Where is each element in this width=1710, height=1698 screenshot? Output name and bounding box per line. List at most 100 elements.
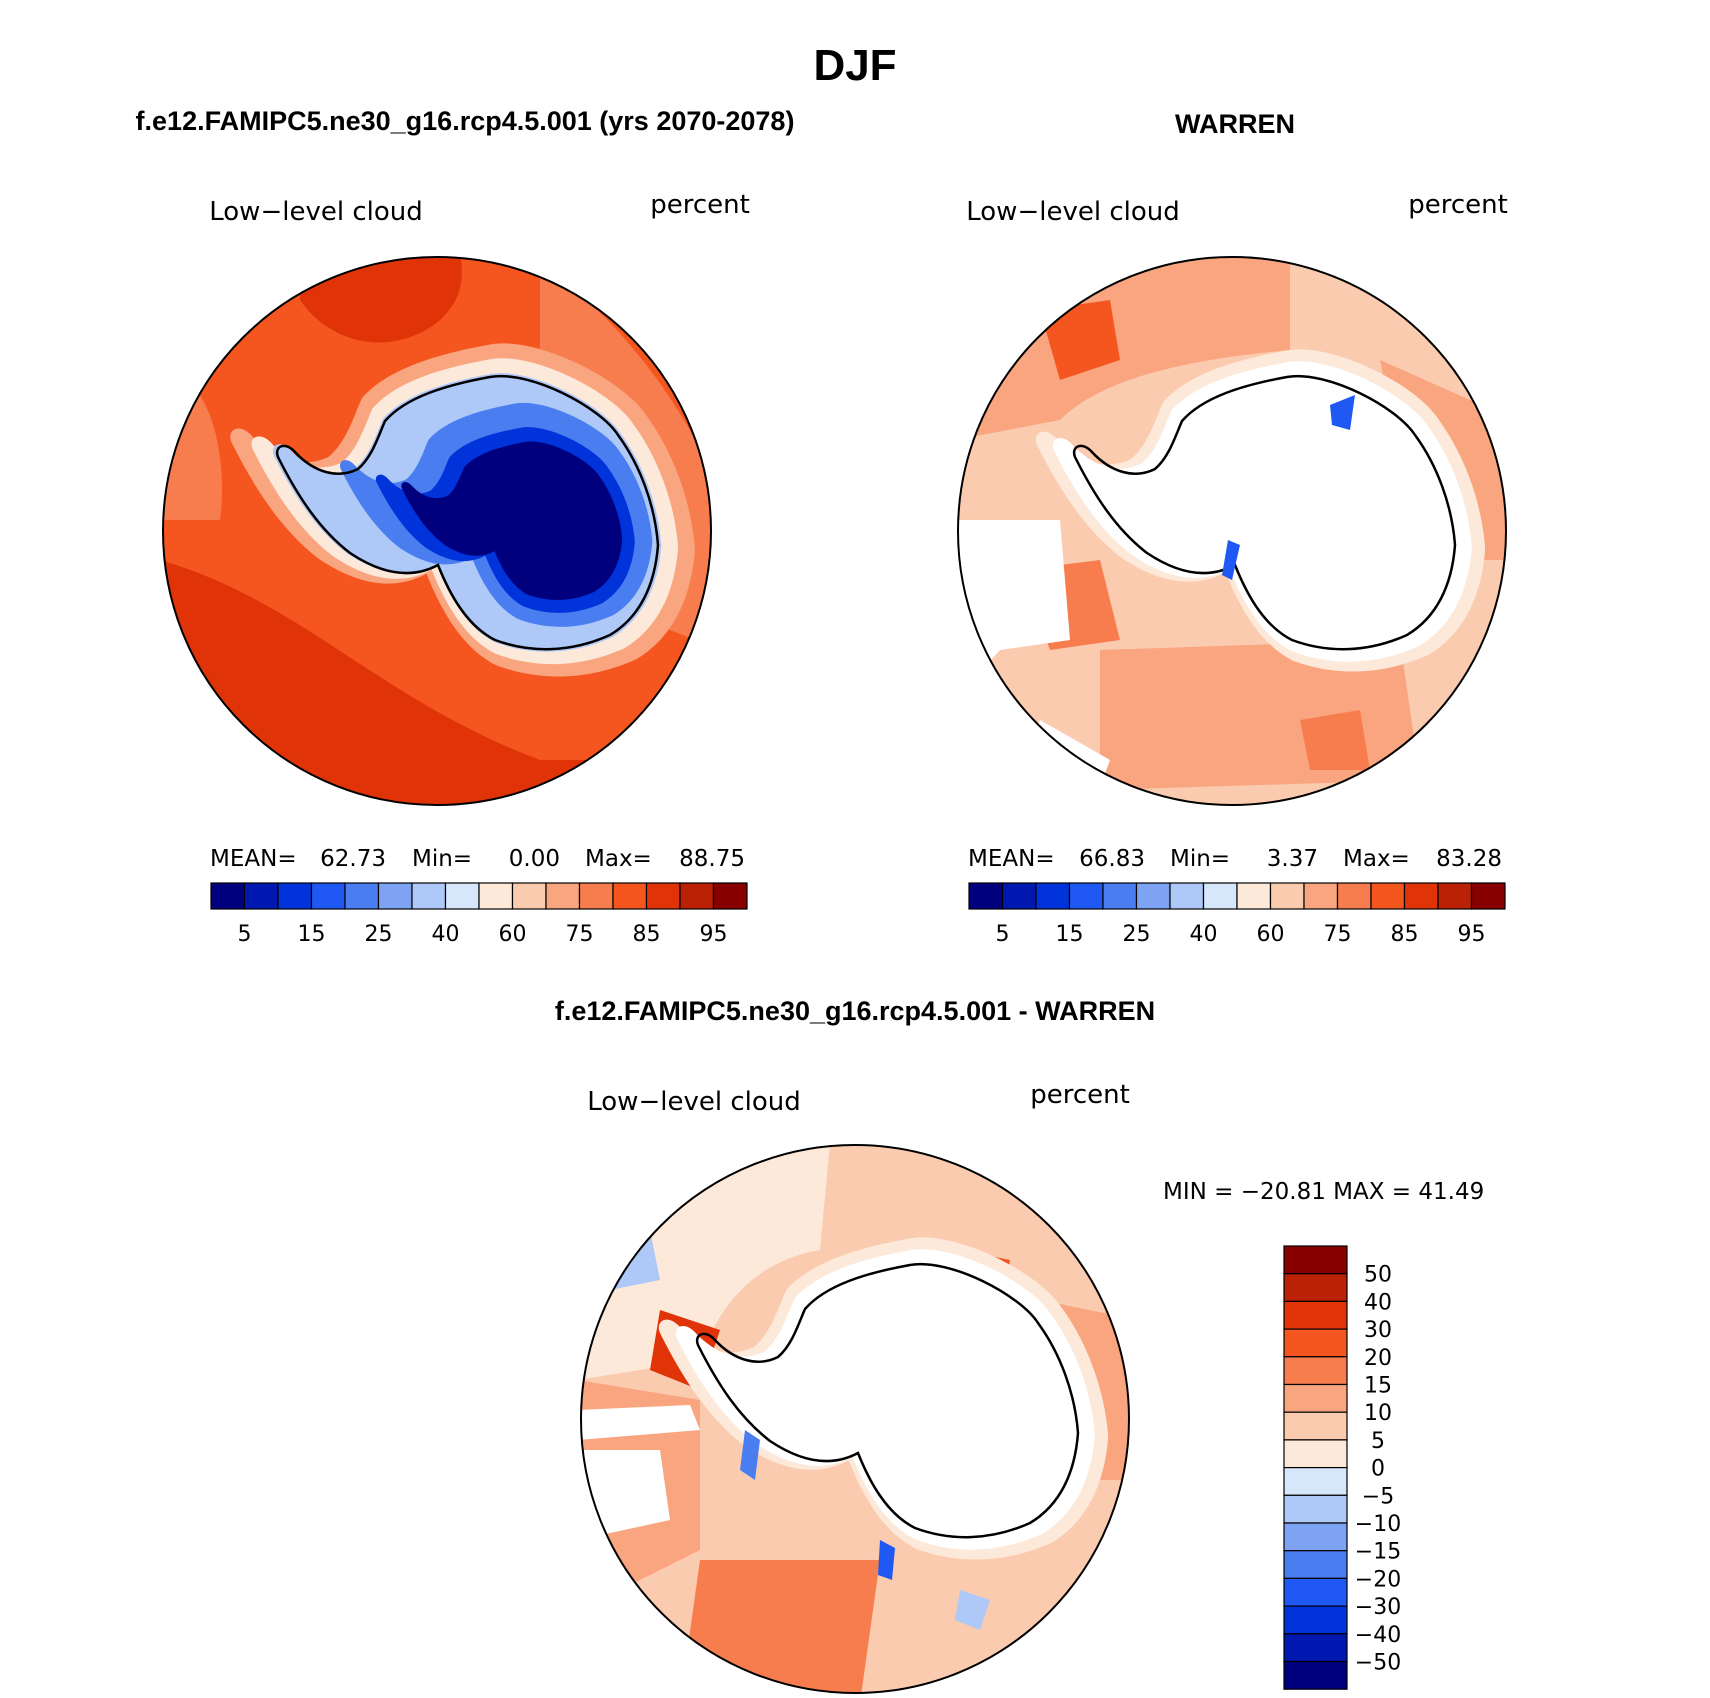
panel-b-mean-value: 66.83 <box>1079 846 1145 872</box>
colorbar-tick-label: 5 <box>238 922 252 947</box>
colorbar-swatch <box>1283 1466 1348 1496</box>
colorbar-swatch <box>1283 1383 1348 1413</box>
colorbar-tick-label: 75 <box>1324 922 1352 947</box>
colorbar-swatch <box>1336 882 1372 910</box>
colorbar-swatch <box>1169 882 1205 910</box>
colorbar-tick-label: −10 <box>1355 1512 1401 1537</box>
colorbar-swatch <box>578 882 614 910</box>
panel-b-map <box>958 257 1506 805</box>
panel-a-map-border <box>162 256 712 806</box>
panel-b-mean-label: MEAN= <box>968 846 1055 872</box>
colorbar-tick-label: 40 <box>1364 1290 1392 1315</box>
colorbar-swatch <box>1283 1550 1348 1579</box>
panel-a-max-value: 88.75 <box>679 846 745 872</box>
colorbar-swatch <box>1283 1411 1348 1441</box>
panel-a-map <box>163 257 711 805</box>
panel-c-map <box>581 1145 1129 1693</box>
colorbar-tick-label: 95 <box>700 922 728 947</box>
colorbar-swatch <box>712 882 748 910</box>
colorbar-tick-label: 0 <box>1371 1457 1385 1482</box>
colorbar-tick-label: 95 <box>1458 922 1486 947</box>
panel-a-variable-label: Low−level cloud <box>209 197 422 227</box>
colorbar-swatch <box>1269 882 1305 910</box>
colorbar-tick-label: −5 <box>1362 1484 1394 1509</box>
colorbar-swatch <box>344 882 380 910</box>
colorbar-swatch <box>545 882 581 910</box>
colorbar-tick-label: 15 <box>1364 1374 1392 1399</box>
colorbar-swatch <box>1135 882 1171 910</box>
colorbar-tick-label: 75 <box>566 922 594 947</box>
colorbar-swatch <box>1470 882 1506 910</box>
colorbar-tick-label: 25 <box>1123 922 1151 947</box>
colorbar-tick-label: 5 <box>996 922 1010 947</box>
panel-b-max-label: Max= <box>1343 846 1410 872</box>
colorbar-swatch <box>411 882 447 910</box>
colorbar-tick-label: 60 <box>499 922 527 947</box>
colorbar-tick-label: 15 <box>298 922 326 947</box>
colorbar-swatch <box>1283 1494 1348 1524</box>
panel-b: Low−level cloud percent MEAN= 66.83 Min=… <box>957 190 1508 947</box>
colorbar-swatch <box>1001 882 1037 910</box>
colorbar-swatch <box>1283 1633 1348 1663</box>
colorbar-swatch <box>1283 1605 1348 1635</box>
colorbar-tick-label: 10 <box>1364 1401 1392 1426</box>
panel-c: Low−level cloud percent MIN = −20.81 MAX… <box>580 1080 1484 1694</box>
colorbar-swatch <box>1303 882 1339 910</box>
colorbar-tick-label: −15 <box>1355 1540 1401 1565</box>
panel-a-colorbar: 5 15 25 40 60 75 85 95 <box>210 882 748 947</box>
colorbar-swatch <box>1035 882 1071 910</box>
panel-a-min-label: Min= <box>412 846 472 872</box>
colorbar-tick-label: 60 <box>1257 922 1285 947</box>
colorbar-swatch <box>243 882 279 910</box>
panel-b-colorbar: 5 15 25 40 60 75 85 95 <box>968 882 1506 947</box>
colorbar-tick-label: −30 <box>1355 1595 1401 1620</box>
colorbar-swatch <box>1283 1300 1348 1330</box>
figure-title: DJF <box>813 41 896 90</box>
colorbar-tick-label: 85 <box>1391 922 1419 947</box>
panel-a: Low−level cloud percent MEAN= 62.73 Min=… <box>162 190 750 947</box>
panel-b-title: WARREN <box>1175 109 1295 139</box>
panel-c-title: f.e12.FAMIPC5.ne30_g16.rcp4.5.001 - WARR… <box>555 996 1155 1026</box>
colorbar-tick-label: −40 <box>1355 1623 1401 1648</box>
colorbar-tick-label: 50 <box>1364 1263 1392 1288</box>
colorbar-tick-label: 85 <box>633 922 661 947</box>
colorbar-swatch <box>277 882 313 910</box>
colorbar-swatch <box>1437 882 1473 910</box>
colorbar-swatch <box>1283 1328 1348 1358</box>
panel-a-title: f.e12.FAMIPC5.ne30_g16.rcp4.5.001 (yrs 2… <box>136 106 795 136</box>
colorbar-swatch <box>1202 882 1238 910</box>
colorbar-swatch <box>1283 1356 1348 1386</box>
panel-c-variable-label: Low−level cloud <box>587 1087 800 1117</box>
colorbar-tick-label: 15 <box>1056 922 1084 947</box>
colorbar-tick-label: 40 <box>1190 922 1218 947</box>
colorbar-tick-label: 25 <box>365 922 393 947</box>
panel-b-map-border <box>957 256 1507 806</box>
panel-a-max-label: Max= <box>585 846 652 872</box>
colorbar-swatch <box>1283 1577 1348 1607</box>
colorbar-tick-label: −50 <box>1355 1651 1401 1676</box>
panel-b-max-value: 83.28 <box>1436 846 1502 872</box>
colorbar-swatch <box>968 882 1004 910</box>
colorbar-swatch <box>1370 882 1406 910</box>
colorbar-tick-label: −20 <box>1355 1567 1401 1592</box>
colorbar-swatch <box>478 882 514 910</box>
colorbar-tick-label: 30 <box>1364 1318 1392 1343</box>
colorbar-swatch <box>310 882 346 910</box>
colorbar-swatch <box>511 882 547 910</box>
colorbar-swatch <box>1283 1245 1348 1275</box>
colorbar-tick-label: 40 <box>432 922 460 947</box>
colorbar-swatch <box>1236 882 1272 910</box>
panel-a-units-label: percent <box>650 190 750 220</box>
panel-b-min-value: 3.37 <box>1267 846 1318 872</box>
panel-c-map-border <box>580 1144 1130 1694</box>
colorbar-tick-label: 20 <box>1364 1346 1392 1371</box>
colorbar-swatch <box>1068 882 1104 910</box>
colorbar-swatch <box>1283 1273 1348 1302</box>
panel-b-variable-label: Low−level cloud <box>966 197 1179 227</box>
colorbar-swatch <box>1283 1439 1348 1469</box>
colorbar-swatch <box>444 882 480 910</box>
colorbar-swatch <box>210 882 246 910</box>
colorbar-swatch <box>1283 1660 1348 1690</box>
